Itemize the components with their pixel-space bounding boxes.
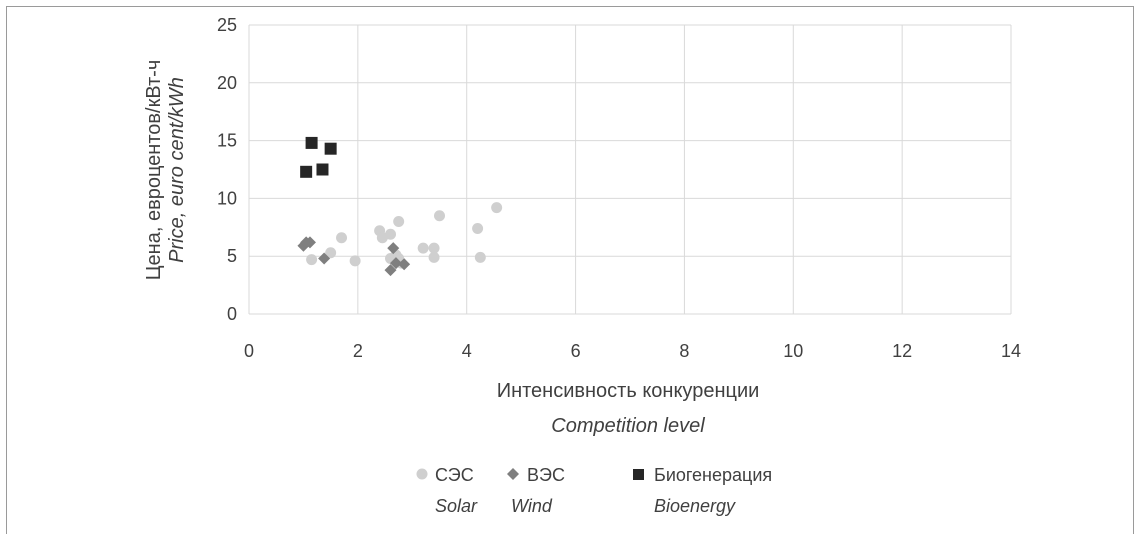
data-point: [389, 257, 402, 270]
data-point: [336, 232, 348, 244]
data-point: [434, 210, 445, 222]
data-point: [472, 222, 484, 234]
y-tick-label: 15: [217, 131, 237, 151]
data-point: [428, 242, 440, 254]
y-tick-label: 5: [227, 246, 237, 266]
x-axis-title: Интенсивность конкуренции: [497, 380, 760, 402]
x-tick-label: 0: [244, 341, 254, 361]
data-point: [384, 264, 397, 277]
y-tick-label: 10: [217, 188, 237, 208]
data-point: [387, 242, 400, 255]
data-point: [300, 165, 313, 178]
legend-bioenergy-marker: [633, 469, 644, 480]
data-point: [398, 258, 411, 271]
y-tick-label: 20: [217, 73, 237, 93]
data-point: [417, 242, 429, 254]
data-point: [474, 251, 486, 263]
chart-frame: [6, 6, 1134, 534]
legend-item-bioenergy: Биогенерация Bioenergy: [633, 465, 772, 516]
data-point: [318, 252, 331, 265]
tick-labels: 0 5 10 15 20 25 0 2 4 6 8 10 12 14: [217, 15, 1021, 361]
data-point: [385, 228, 397, 240]
y-tick-label: 25: [217, 15, 237, 35]
legend-item-wind: ВЭС Wind: [507, 465, 565, 516]
data-point: [316, 163, 329, 176]
series-bioenergy: [300, 136, 337, 178]
data-point: [349, 255, 361, 267]
data-point: [393, 216, 405, 228]
data-point: [325, 247, 337, 259]
grid-lines: [248, 24, 1012, 315]
data-point: [324, 142, 337, 155]
legend-solar-label: СЭС: [435, 465, 474, 485]
data-point: [306, 254, 318, 266]
x-axis-title-en: Competition level: [551, 415, 705, 437]
x-tick-label: 6: [571, 341, 581, 361]
legend-item-solar: СЭС Solar: [416, 465, 478, 516]
legend-wind-marker: [507, 468, 519, 480]
y-axis-title: Цена, евроцентов/кВт-ч: [143, 60, 165, 281]
data-points: [297, 136, 503, 277]
x-tick-label: 2: [353, 341, 363, 361]
x-tick-label: 4: [462, 341, 472, 361]
legend-bioenergy-label-en: Bioenergy: [654, 496, 736, 516]
data-point: [491, 202, 503, 214]
legend-wind-label-en: Wind: [511, 496, 553, 516]
series-wind: [297, 236, 411, 277]
x-tick-label: 14: [1001, 341, 1021, 361]
legend-solar-marker: [416, 468, 428, 480]
data-point: [428, 251, 440, 263]
legend: СЭС Solar ВЭС Wind Биогенерация Bioenerg…: [416, 465, 772, 516]
data-point: [305, 136, 318, 149]
x-tick-label: 10: [783, 341, 803, 361]
data-point: [303, 236, 316, 249]
x-tick-label: 12: [892, 341, 912, 361]
y-tick-label: 0: [227, 304, 237, 324]
y-axis-title-en: Price, euro cent/kWh: [166, 77, 188, 263]
x-tick-label: 8: [679, 341, 689, 361]
legend-wind-label: ВЭС: [527, 465, 565, 485]
legend-bioenergy-label: Биогенерация: [654, 465, 772, 485]
legend-solar-label-en: Solar: [435, 496, 478, 516]
